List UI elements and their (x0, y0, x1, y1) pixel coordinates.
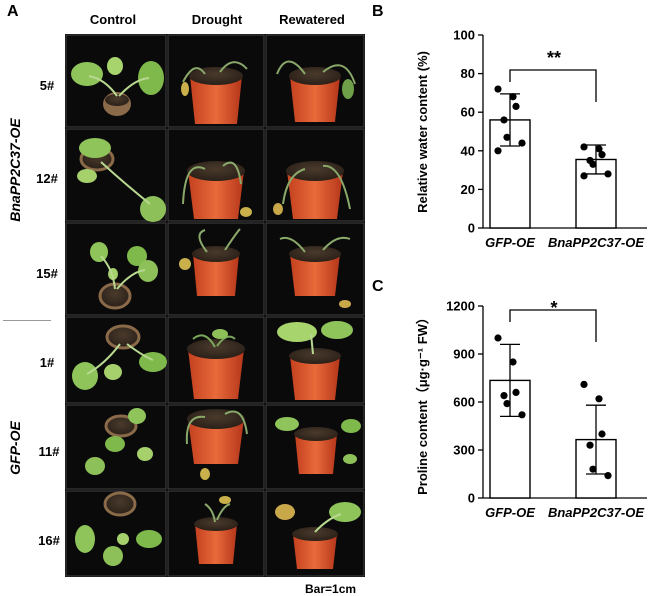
group-divider (3, 320, 51, 321)
chart-c-significance-bracket (509, 309, 597, 342)
chart-b-ytick-label: 40 (461, 143, 475, 158)
chart-b-significance-bracket (509, 69, 597, 102)
chart-b-data-point (494, 85, 502, 93)
chart-c-data-point (518, 411, 526, 419)
chart-c-data-point (595, 395, 603, 403)
chart-b-ytick-label: 60 (461, 105, 475, 120)
panel-c-label: C (372, 278, 384, 295)
chart-b-data-point (512, 102, 520, 111)
chart-c-category-label: GFP-OE (485, 505, 535, 520)
chart-b-data-point (598, 151, 606, 159)
chart-b-data-point (604, 170, 612, 178)
chart-b-ylabel: Relative water content (%) (415, 51, 430, 213)
chart-c-data-point (503, 400, 511, 408)
column-header-control: Control (89, 12, 137, 27)
plant-photos (65, 34, 365, 577)
panel-b-label: B (372, 3, 384, 20)
chart-b-data-point (518, 139, 526, 147)
chart-b-ytick-label: 0 (468, 221, 475, 236)
column-header-rewatered: Rewatered (279, 12, 345, 27)
row-label-line: 16# (38, 533, 60, 548)
chart-b-data-point (580, 143, 588, 151)
chart-b-ytick-label: 100 (453, 28, 475, 43)
chart-c-ytick-label: 1200 (446, 299, 475, 314)
chart-c-data-point (604, 472, 612, 480)
chart-c-significance: * (550, 298, 557, 318)
chart-b-ytick-label: 80 (461, 66, 475, 81)
row-label-line: 11# (38, 444, 60, 459)
row-label-line: 5# (39, 78, 55, 93)
group-label-bnapp2c37-oe: BnaPP2C37-OE (7, 118, 23, 222)
chart-c-data-point (589, 465, 597, 473)
panel-a-label: A (7, 3, 19, 20)
chart-c-data-point (512, 388, 520, 396)
chart-c-ytick-label: 900 (453, 347, 475, 362)
chart-c-data-point (500, 392, 508, 400)
chart-b-data-point (494, 147, 502, 155)
chart-b-category-label: BnaPP2C37-OE (548, 235, 644, 250)
group-label-gfp-oe: GFP-OE (7, 421, 23, 475)
row-label-line: 12# (36, 171, 58, 186)
scale-bar-note: Bar=1cm (305, 582, 357, 596)
chart-b-category-label: GFP-OE (485, 235, 535, 250)
chart-b-data-point (595, 145, 603, 153)
plant-photo-grid (65, 34, 365, 577)
chart-b-data-point (580, 172, 588, 180)
chart-c-data-point (580, 380, 588, 388)
chart-c-data-point (598, 430, 606, 438)
chart-b-data-point (589, 160, 597, 168)
chart-b-data-point (500, 116, 508, 124)
chart-b-data-point (503, 133, 511, 141)
chart-c-data-point (494, 334, 502, 342)
chart-c-category-label: BnaPP2C37-OE (548, 505, 644, 520)
chart-b: Relative water content (%) 020406080100 … (415, 28, 647, 250)
chart-c-ytick-label: 600 (453, 395, 475, 410)
row-label-line: 1# (39, 355, 55, 370)
row-label-line: 15# (36, 266, 58, 281)
chart-b-data-point (509, 93, 517, 101)
chart-b-significance: ** (547, 48, 561, 68)
column-header-drought: Drought (191, 12, 243, 27)
chart-c: Proline content（μg·g⁻¹ FW） 0 300 600 900 120… (415, 298, 647, 520)
chart-c-ylabel: Proline content（μg·g⁻¹ FW） (415, 311, 430, 495)
chart-c-ytick-label: 300 (453, 443, 475, 458)
chart-c-data-point (586, 441, 594, 449)
chart-c-data-point (509, 358, 517, 366)
chart-c-ytick-label: 0 (468, 491, 475, 506)
chart-b-ytick-label: 20 (461, 182, 475, 197)
